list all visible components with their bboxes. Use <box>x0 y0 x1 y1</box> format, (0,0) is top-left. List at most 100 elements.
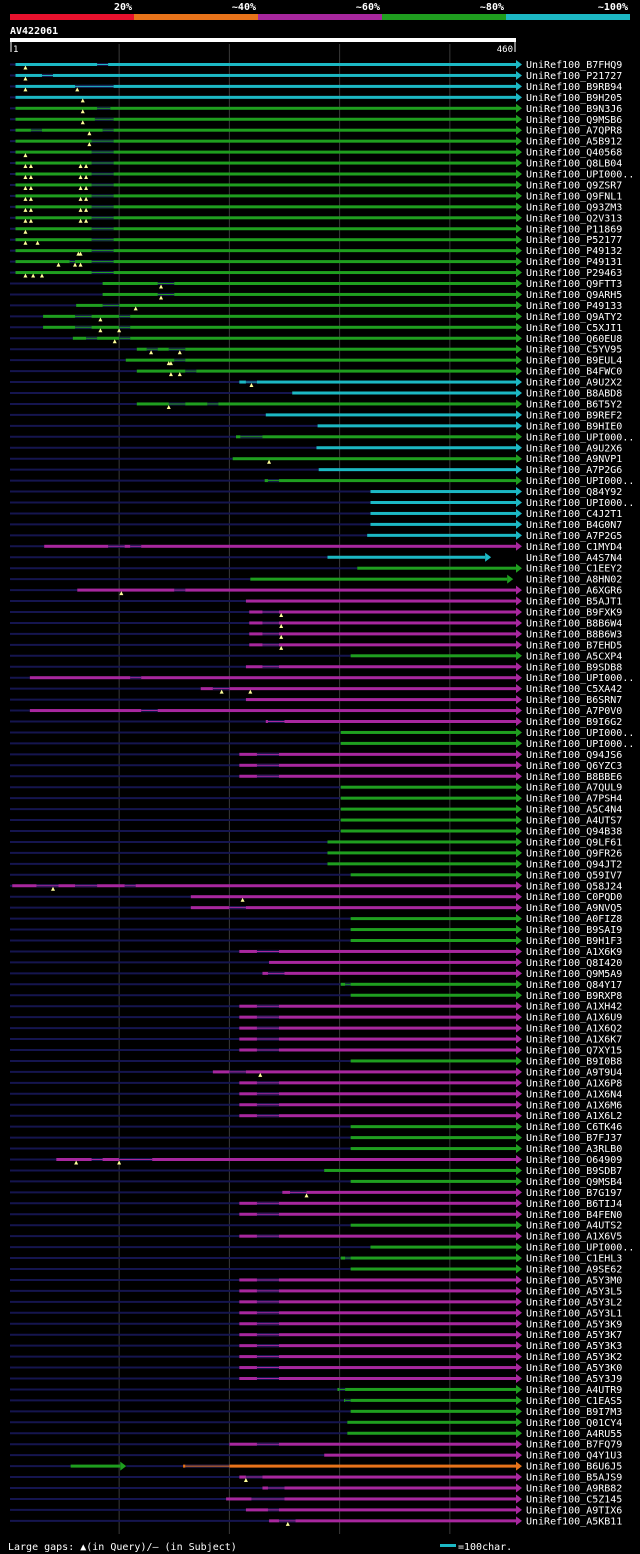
hit-row: UniRef100_Q9ATY2 <box>10 311 622 323</box>
hit-end-arrow <box>516 1439 522 1449</box>
insertion-marker <box>304 1193 309 1198</box>
insertion-marker <box>23 273 28 278</box>
hit-row: UniRef100_Q9MSB6 <box>10 114 622 126</box>
hit-label: UniRef100_A5KB11 <box>526 1516 622 1527</box>
hit-bar <box>282 1190 516 1194</box>
hit-row: UniRef100_P49131 <box>10 257 622 268</box>
hit-row: UniRef100_Q93ZM3 <box>10 202 622 213</box>
hit-label: UniRef100_B8BBE6 <box>526 772 622 783</box>
hit-label: UniRef100_Q94JT2 <box>526 859 622 870</box>
hit-row: UniRef100_C0PQD0 <box>10 892 622 903</box>
hit-row: UniRef100_A1X6L2 <box>10 1111 622 1122</box>
hit-label: UniRef100_A5Y3M0 <box>526 1275 622 1286</box>
insertion-marker <box>39 273 44 278</box>
insertion-marker <box>78 218 83 223</box>
hit-bar <box>239 949 517 953</box>
hit-bar <box>15 238 516 242</box>
hit-row: UniRef100_A9NVP1 <box>10 454 622 465</box>
hit-row: UniRef100_Q84Y92 <box>10 487 622 498</box>
hit-bar <box>350 1125 516 1129</box>
hit-end-arrow <box>516 432 522 442</box>
hit-label: UniRef100_A1X6N4 <box>526 1089 622 1100</box>
hit-end-arrow <box>516 289 522 299</box>
hit-label: UniRef100_A3RLB0 <box>526 1144 622 1155</box>
hit-row: UniRef100_A9RB82 <box>10 1483 622 1495</box>
hit-end-arrow <box>516 1450 522 1460</box>
hit-end-arrow <box>516 1187 522 1197</box>
hit-label: UniRef100_B9RXP8 <box>526 991 622 1002</box>
hit-label: UniRef100_C0PQD0 <box>526 892 622 903</box>
hit-end-arrow <box>516 476 522 486</box>
insertion-marker <box>23 218 28 223</box>
hit-bar <box>15 139 516 143</box>
hit-end-arrow <box>516 1100 522 1110</box>
hit-row: UniRef100_A8HN02 <box>10 574 622 586</box>
hit-end-arrow <box>516 268 522 278</box>
insertion-marker <box>84 164 89 169</box>
hit-end-arrow <box>516 1461 522 1471</box>
hit-row: UniRef100_Q8LB04 <box>10 158 622 170</box>
insertion-marker <box>78 185 83 190</box>
insertion-marker <box>28 164 33 169</box>
hit-end-arrow <box>516 1056 522 1066</box>
hit-label: UniRef100_Q58J24 <box>526 881 622 892</box>
hit-end-arrow <box>516 224 522 234</box>
hit-bar <box>347 1431 516 1435</box>
hit-label: UniRef100_B9EUL4 <box>526 356 622 367</box>
insertion-marker <box>84 175 89 179</box>
insertion-marker <box>84 218 89 223</box>
hit-end-arrow <box>516 366 522 376</box>
hit-row: UniRef100_Q7XY15 <box>10 1045 622 1057</box>
hit-end-arrow <box>516 1133 522 1143</box>
hit-end-arrow <box>516 136 522 146</box>
hit-label: UniRef100_B6T5Y2 <box>526 399 622 410</box>
hit-end-arrow <box>516 300 522 310</box>
hit-end-arrow <box>516 1220 522 1230</box>
hit-label: UniRef100_Q9ARH5 <box>526 290 622 301</box>
hit-bar <box>235 435 517 439</box>
hit-bar <box>370 1245 516 1249</box>
hit-end-arrow <box>516 651 522 661</box>
insertion-marker <box>28 196 33 201</box>
hit-end-arrow <box>516 1374 522 1383</box>
hit-bar <box>340 818 516 822</box>
hit-row: UniRef100_B8B6W3 <box>10 629 622 640</box>
hit-end-arrow <box>516 957 522 967</box>
hit-row: UniRef100_Q01CY4 <box>10 1417 622 1429</box>
hit-bar <box>350 1409 516 1413</box>
hit-end-arrow <box>516 180 522 190</box>
hit-bar <box>239 1278 517 1282</box>
hit-bar <box>370 522 516 526</box>
hit-end-arrow <box>516 454 522 464</box>
hit-row: UniRef100_B6TIJ4 <box>10 1198 622 1210</box>
hit-row: UniRef100_B8ABD8 <box>10 388 622 400</box>
hit-end-arrow <box>516 1483 522 1493</box>
hit-label: UniRef100_B4G0N7 <box>526 520 622 531</box>
insertion-marker <box>23 196 28 201</box>
hit-row: UniRef100_Q60EU8 <box>10 333 622 345</box>
hit-row: UniRef100_A1X6Q2 <box>10 1023 622 1035</box>
hit-end-arrow <box>516 1330 522 1340</box>
insertion-marker <box>279 623 284 628</box>
insertion-marker <box>159 284 164 289</box>
hit-row: UniRef100_A1X6V5 <box>10 1231 622 1243</box>
hit-end-arrow <box>516 1067 522 1077</box>
hit-label: UniRef100_A1XH42 <box>526 1002 622 1013</box>
hit-row: UniRef100_A1X6M6 <box>10 1100 622 1111</box>
legend-color-segment <box>10 14 134 20</box>
hit-bar <box>29 709 516 713</box>
insertion-marker <box>80 109 85 114</box>
legend-color-segment <box>382 14 506 20</box>
hit-row: UniRef100_C4J2T1 <box>10 508 622 520</box>
insertion-marker <box>240 897 245 902</box>
hit-row: UniRef100_A5B912 <box>10 136 622 148</box>
hit-end-arrow <box>516 804 522 814</box>
hit-label: UniRef100_C1EAS5 <box>526 1396 622 1407</box>
hit-label: UniRef100_UPI000.. <box>526 170 634 181</box>
hit-row: UniRef100_A1X6K7 <box>10 1034 622 1046</box>
insertion-marker <box>267 459 272 464</box>
hit-bar <box>239 1289 517 1293</box>
hit-row: UniRef100_B8B6W4 <box>10 618 622 629</box>
hit-end-arrow <box>516 727 522 737</box>
hit-bar <box>245 698 517 702</box>
